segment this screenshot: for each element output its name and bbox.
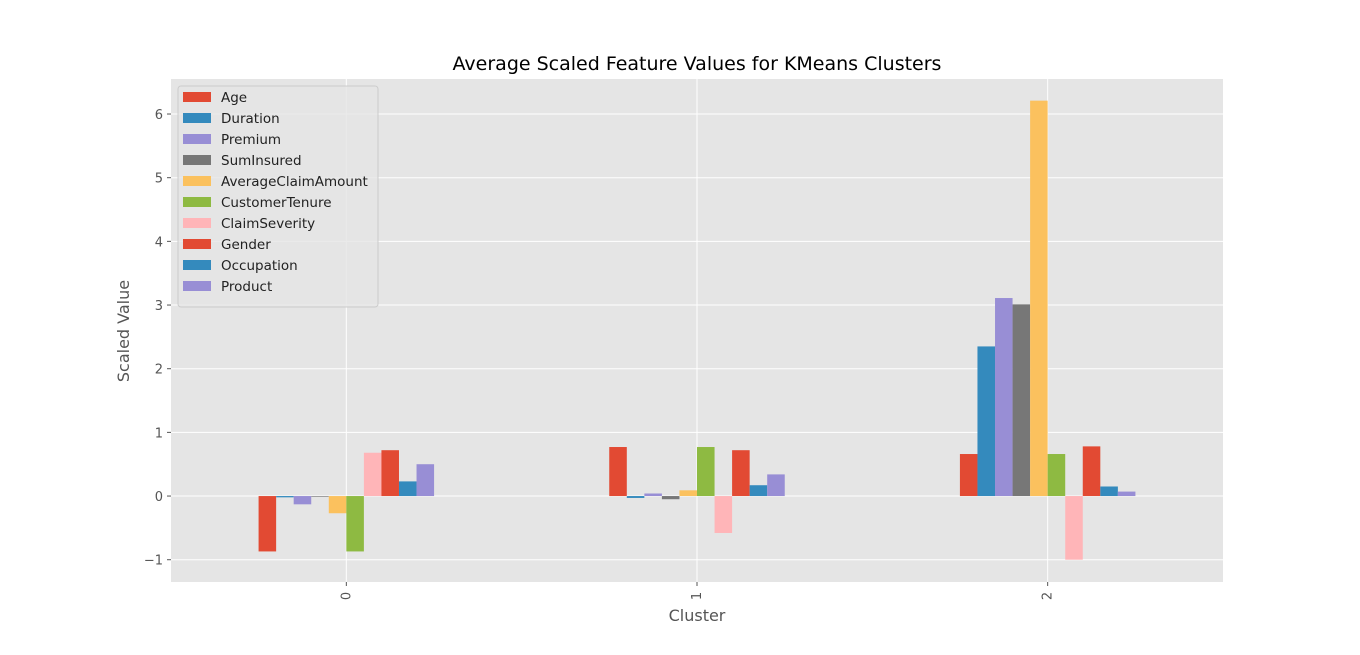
bar-Gender-cluster-0	[381, 450, 399, 497]
y-axis-ticks: −1 0 1 2 3 4 5 6	[144, 108, 171, 569]
bar-ClaimSeverity-cluster-1	[714, 496, 733, 533]
bar-Product-cluster-1	[767, 474, 785, 497]
bar-AverageClaimAmount-cluster-0	[328, 496, 347, 514]
legend-swatch	[183, 197, 211, 207]
legend-label: Duration	[221, 111, 280, 127]
legend-label: Occupation	[221, 258, 298, 274]
bar-Premium-cluster-2	[995, 298, 1013, 497]
bar-Occupation-cluster-0	[398, 481, 417, 497]
legend-label: SumInsured	[221, 153, 302, 169]
legend-swatch	[183, 218, 211, 228]
bar-Occupation-cluster-2	[1100, 486, 1118, 497]
legend-swatch	[183, 134, 211, 144]
y-tick-label: −1	[144, 554, 163, 569]
legend-swatch	[183, 155, 211, 165]
bar-Product-cluster-0	[416, 464, 435, 497]
y-tick-label: 3	[155, 299, 163, 314]
bar-SumInsured-cluster-0	[311, 496, 329, 497]
y-axis-label: Scaled Value	[114, 280, 133, 382]
legend-label: Age	[221, 90, 247, 106]
bar-CustomerTenure-cluster-1	[697, 447, 715, 497]
y-tick-label: 5	[155, 172, 163, 187]
bar-Duration-cluster-1	[626, 496, 645, 498]
bar-CustomerTenure-cluster-2	[1047, 454, 1066, 497]
legend-label: ClaimSeverity	[221, 216, 315, 232]
bar-SumInsured-cluster-1	[661, 496, 680, 500]
bar-Product-cluster-2	[1117, 491, 1136, 497]
legend: Age Duration Premium SumInsured AverageClaim…	[177, 85, 379, 308]
bar-Age-cluster-0	[258, 496, 277, 552]
y-tick-label: 1	[155, 426, 163, 441]
y-tick-label: 2	[155, 363, 163, 378]
bar-Duration-cluster-2	[977, 346, 996, 497]
bar-ClaimSeverity-cluster-0	[363, 452, 382, 497]
bar-Gender-cluster-1	[732, 450, 750, 497]
legend-label: Product	[221, 279, 272, 295]
bar-CustomerTenure-cluster-0	[346, 496, 364, 552]
x-axis-ticks: 0 1 2	[339, 582, 1056, 600]
y-tick-label: 6	[155, 108, 163, 123]
legend-swatch	[183, 260, 211, 270]
x-tick-label: 2	[1041, 592, 1056, 600]
bar-Age-cluster-2	[959, 454, 978, 497]
legend-swatch	[183, 113, 211, 123]
bar-Age-cluster-1	[609, 447, 627, 497]
legend-label: Gender	[221, 237, 271, 253]
x-tick-label: 0	[339, 592, 354, 600]
bar-AverageClaimAmount-cluster-1	[679, 490, 697, 497]
legend-label: CustomerTenure	[221, 195, 332, 211]
legend-box	[177, 85, 379, 308]
y-tick-label: 4	[155, 235, 163, 250]
legend-label: AverageClaimAmount	[221, 174, 368, 190]
y-tick-label: 0	[155, 490, 163, 505]
legend-swatch	[183, 92, 211, 102]
legend-swatch	[183, 176, 211, 186]
bar-SumInsured-cluster-2	[1012, 304, 1031, 497]
bar-ClaimSeverity-cluster-2	[1065, 496, 1083, 560]
chart-title: Average Scaled Feature Values for KMeans…	[453, 53, 942, 75]
x-axis-label: Cluster	[669, 606, 726, 625]
bar-Occupation-cluster-1	[749, 485, 768, 497]
x-tick-label: 1	[690, 592, 705, 600]
legend-swatch	[183, 281, 211, 291]
bar-Premium-cluster-0	[293, 496, 312, 505]
legend-label: Premium	[221, 132, 281, 148]
bar-Premium-cluster-1	[644, 493, 662, 497]
bar-AverageClaimAmount-cluster-2	[1030, 100, 1048, 497]
bar-Duration-cluster-0	[276, 496, 294, 498]
bars	[258, 100, 1136, 560]
bar-Gender-cluster-2	[1082, 446, 1101, 497]
legend-swatch	[183, 239, 211, 249]
